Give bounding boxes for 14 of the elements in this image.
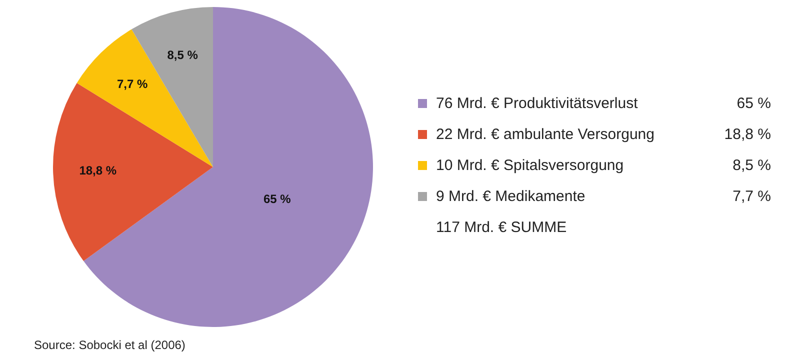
source-note: Source: Sobocki et al (2006) — [34, 338, 186, 352]
data-label: 65 % — [263, 192, 292, 206]
text: 8,5 % — [732, 157, 771, 174]
legend-label: 22 Mrd. € ambulante Versorgung — [436, 126, 656, 143]
text: 7,7 % — [732, 188, 771, 205]
text: 18,8 % — [723, 126, 771, 143]
legend-label: 76 Mrd. € Produktivitätsverlust — [436, 95, 639, 112]
text: 65 % — [736, 95, 771, 112]
data-label: 18,8 % — [79, 164, 117, 178]
legend-label: 10 Mrd. € Spitalsversorgung — [436, 157, 625, 174]
legend-label: 9 Mrd. € Medikamente — [436, 188, 586, 205]
data-label: 8,5 % — [167, 48, 198, 62]
data-label: 7,7 % — [116, 77, 148, 92]
text: 117 Mrd. € SUMME — [435, 218, 568, 238]
